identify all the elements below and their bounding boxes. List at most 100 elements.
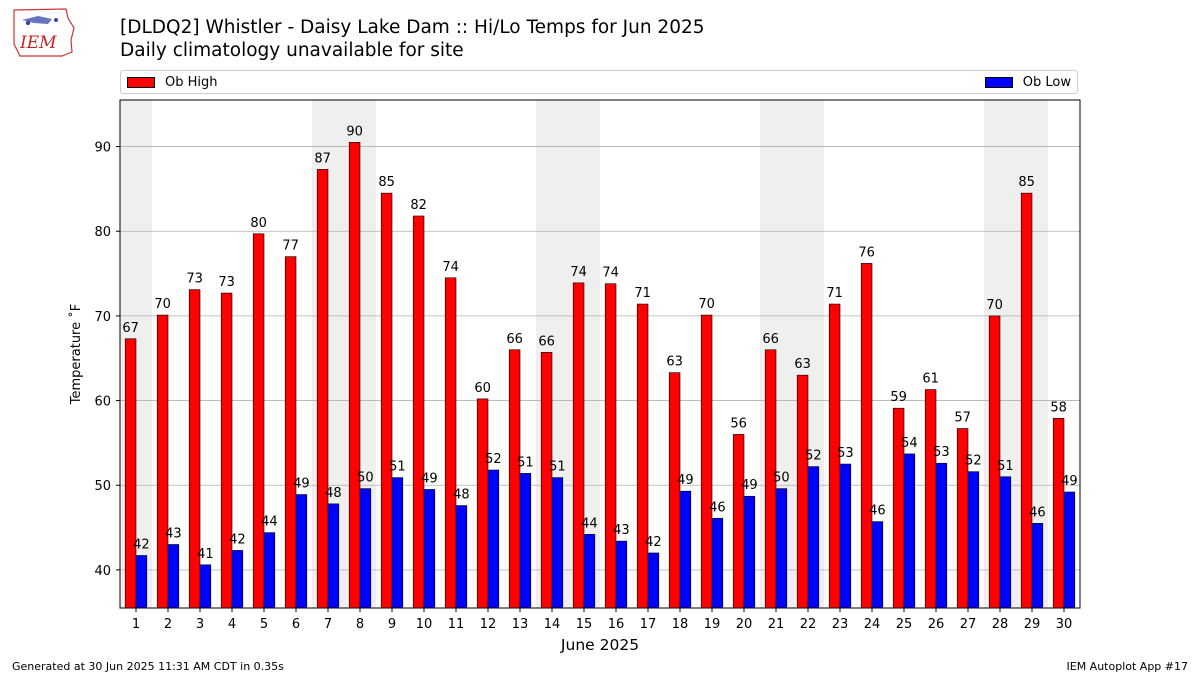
x-axis-label: June 2025	[560, 636, 639, 654]
bar-high-day-16	[604, 283, 617, 609]
label-high-day-25: 59	[890, 390, 907, 405]
x-tick-label-29: 29	[1024, 617, 1041, 632]
bar-high-day-13	[508, 349, 521, 609]
legend-label-low: Ob Low	[1022, 75, 1071, 90]
bar-high-day-5	[252, 233, 265, 609]
label-high-day-13: 66	[506, 332, 523, 347]
bar-low-day-23	[839, 463, 852, 609]
bar-low-day-17	[647, 552, 660, 609]
bar-high-day-15	[572, 282, 585, 609]
label-low-day-10: 49	[421, 471, 438, 486]
label-low-day-11: 48	[453, 488, 470, 503]
bar-high-day-10	[412, 215, 425, 609]
label-low-day-22: 52	[805, 449, 822, 464]
y-tick-label-80: 80	[94, 225, 111, 240]
label-low-day-5: 44	[261, 515, 278, 530]
bar-high-day-11	[444, 277, 457, 609]
bar-high-day-24	[860, 263, 873, 609]
bar-high-day-22	[796, 374, 809, 609]
generated-timestamp: Generated at 30 Jun 2025 11:31 AM CDT in…	[12, 660, 284, 673]
label-low-day-14: 51	[549, 460, 566, 475]
label-low-day-20: 49	[741, 478, 758, 493]
bar-low-day-16	[615, 540, 628, 609]
y-tick-label-90: 90	[94, 141, 111, 156]
bar-high-day-1	[124, 338, 137, 609]
chart-subtitle: Daily climatology unavailable for site	[120, 40, 464, 61]
label-high-day-30: 58	[1050, 400, 1067, 415]
bar-high-day-8	[348, 142, 361, 609]
bar-low-day-30	[1063, 491, 1076, 609]
label-low-day-23: 53	[837, 446, 854, 461]
x-tick-label-24: 24	[864, 617, 881, 632]
label-high-day-22: 63	[794, 357, 811, 372]
bar-high-day-6	[284, 256, 297, 609]
label-high-day-27: 57	[954, 411, 971, 426]
legend-swatch-low	[984, 77, 1013, 88]
bar-low-day-27	[967, 471, 980, 609]
bar-low-day-20	[743, 495, 756, 609]
x-tick-label-6: 6	[292, 617, 300, 632]
x-tick-label-9: 9	[388, 617, 396, 632]
label-low-day-15: 44	[581, 516, 598, 531]
x-tick-label-25: 25	[896, 617, 913, 632]
label-high-day-6: 77	[282, 239, 299, 254]
x-tick-label-30: 30	[1056, 617, 1073, 632]
label-low-day-26: 53	[933, 445, 950, 460]
bar-high-day-20	[732, 434, 745, 609]
label-high-day-5: 80	[250, 216, 267, 231]
x-tick-label-27: 27	[960, 617, 977, 632]
bar-low-day-9	[391, 477, 404, 609]
y-axis-label: Temperature ˚F	[68, 304, 84, 405]
bar-low-day-14	[551, 477, 564, 609]
label-high-day-24: 76	[858, 245, 875, 260]
bar-high-day-2	[156, 314, 169, 609]
label-low-day-19: 46	[709, 500, 726, 515]
label-low-day-27: 52	[965, 454, 982, 469]
label-low-day-16: 43	[613, 523, 630, 538]
bar-high-day-26	[924, 389, 937, 609]
label-low-day-18: 49	[677, 473, 694, 488]
label-high-day-3: 73	[186, 272, 203, 287]
x-tick-label-2: 2	[164, 617, 172, 632]
x-tick-label-3: 3	[196, 617, 204, 632]
bar-low-day-28	[999, 476, 1012, 609]
label-high-day-28: 70	[986, 298, 1003, 313]
legend: Ob High Ob Low	[120, 70, 1078, 94]
x-tick-label-10: 10	[416, 617, 433, 632]
label-low-day-24: 46	[869, 504, 886, 519]
x-tick-label-19: 19	[704, 617, 721, 632]
label-low-day-13: 51	[517, 455, 534, 470]
x-tick-label-21: 21	[768, 617, 785, 632]
label-low-day-3: 41	[197, 547, 214, 562]
label-low-day-8: 50	[357, 471, 374, 486]
label-low-day-21: 50	[773, 471, 790, 486]
label-high-day-8: 90	[346, 124, 363, 139]
x-tick-label-14: 14	[544, 617, 561, 632]
label-low-day-6: 49	[293, 477, 310, 492]
x-tick-label-23: 23	[832, 617, 849, 632]
bar-low-day-11	[455, 505, 468, 609]
legend-label-high: Ob High	[165, 75, 218, 90]
x-tick-label-22: 22	[800, 617, 817, 632]
app-credit: IEM Autoplot App #17	[1066, 660, 1189, 673]
label-high-day-14: 66	[538, 334, 555, 349]
y-tick-label-50: 50	[94, 479, 111, 494]
x-tick-label-16: 16	[608, 617, 625, 632]
label-high-day-7: 87	[314, 151, 331, 166]
x-tick-label-26: 26	[928, 617, 945, 632]
bar-low-day-8	[359, 488, 372, 609]
legend-swatch-high	[127, 77, 155, 88]
bar-low-day-29	[1031, 523, 1044, 609]
bar-low-day-15	[583, 534, 596, 609]
x-tick-label-11: 11	[448, 617, 465, 632]
x-tick-label-20: 20	[736, 617, 753, 632]
label-low-day-2: 43	[165, 527, 182, 542]
x-tick-label-7: 7	[324, 617, 332, 632]
x-tick-label-5: 5	[260, 617, 268, 632]
bar-low-day-18	[679, 490, 692, 609]
bar-low-day-24	[871, 521, 884, 609]
bar-low-day-7	[327, 503, 340, 609]
plot-frame	[119, 99, 1081, 609]
bar-low-day-4	[231, 550, 244, 609]
